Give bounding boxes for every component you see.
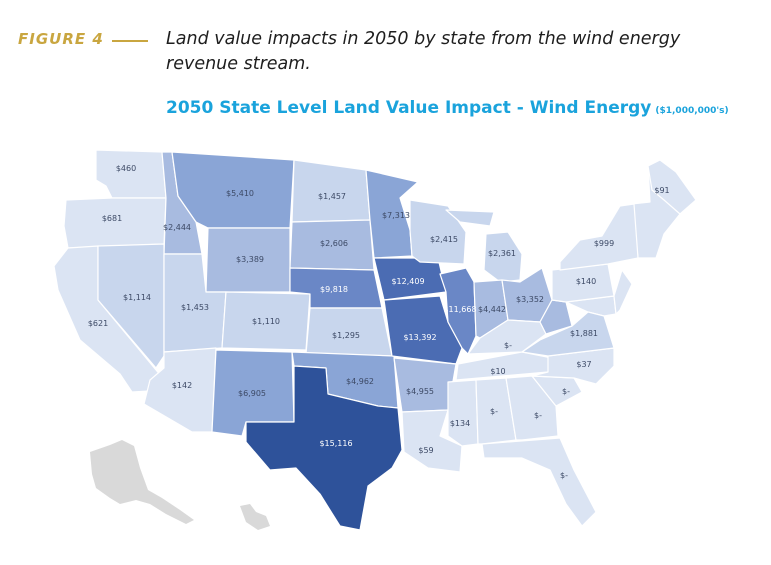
- state-label-IA: $12,409: [391, 277, 424, 286]
- state-NV: [97, 243, 165, 369]
- state-HI: [240, 504, 270, 530]
- state-label-OK: $4,962: [346, 377, 374, 386]
- state-OR: [63, 197, 167, 249]
- state-NC: [531, 347, 615, 385]
- state-LA: [401, 409, 463, 473]
- state-VA: [521, 311, 615, 357]
- state-label-TN: $10: [490, 367, 505, 376]
- state-label-IL: $11,668: [443, 305, 476, 314]
- state-label-CA: $621: [88, 319, 108, 328]
- state-WA: [95, 149, 167, 199]
- state-label-OH: $3,352: [516, 295, 544, 304]
- state-label-LA: $59: [418, 446, 433, 455]
- state-label-OR: $681: [102, 214, 122, 223]
- state-label-PA: $140: [576, 277, 596, 286]
- state-WV: [539, 299, 573, 335]
- state-label-ID: $2,444: [163, 223, 191, 232]
- state-label-MI: $2,361: [488, 249, 516, 258]
- state-label-SC: $-: [562, 387, 570, 396]
- us-state-map: $460 $681 $621 $2,444 $1,114 $5,410 $3,389 $1,4…: [53, 149, 697, 531]
- state-label-UT: $1,453: [181, 303, 209, 312]
- state-label-IN: $4,442: [478, 305, 506, 314]
- state-nj: [613, 269, 633, 315]
- state-label-FL: $-: [560, 471, 568, 480]
- state-label-MS: $134: [450, 419, 470, 428]
- state-label-AZ: $142: [172, 381, 192, 390]
- state-label-WA: $460: [116, 164, 136, 173]
- map-title: 2050 State Level Land Value Impact - Win…: [166, 98, 729, 118]
- state-AR: [393, 357, 457, 413]
- state-MI: [445, 209, 523, 283]
- state-label-GA: $-: [534, 411, 542, 420]
- state-label-KY: $-: [504, 341, 512, 350]
- state-label-NM: $6,905: [238, 389, 266, 398]
- figure-caption: Land value impacts in 2050 by state from…: [166, 29, 681, 74]
- state-label-ME: $91: [654, 186, 669, 195]
- figure-label: FIGURE 4: [18, 30, 104, 48]
- state-MS: [447, 379, 479, 447]
- state-label-MT: $5,410: [226, 189, 254, 198]
- state-label-NY: $999: [594, 239, 614, 248]
- state-TX: [245, 365, 403, 531]
- map-title-text: 2050 State Level Land Value Impact - Win…: [166, 98, 652, 118]
- state-WI: [409, 199, 467, 265]
- state-AL: [475, 377, 517, 445]
- state-label-ND: $1,457: [318, 192, 346, 201]
- state-label-AL: $-: [490, 407, 498, 416]
- state-label-WI: $2,415: [430, 235, 458, 244]
- state-label-SD: $2,606: [320, 239, 348, 248]
- figure-label-rule: [112, 40, 148, 42]
- map-units: ($1,000,000's): [655, 106, 729, 116]
- state-ND: [291, 159, 371, 223]
- state-label-NC: $37: [576, 360, 591, 369]
- state-NY: [559, 203, 639, 271]
- state-label-CO: $1,110: [252, 317, 280, 326]
- state-FL: [481, 437, 597, 527]
- state-label-NV: $1,114: [123, 293, 151, 302]
- state-label-MO: $13,392: [403, 333, 436, 342]
- state-label-AR: $4,955: [406, 387, 434, 396]
- state-label-MN: $7,313: [382, 211, 410, 220]
- state-label-VA: $1,881: [570, 329, 598, 338]
- state-label-KS: $1,295: [332, 331, 360, 340]
- state-label-NE: $9,818: [320, 285, 348, 294]
- state-ME: [647, 159, 697, 215]
- state-label-TX: $15,116: [319, 439, 352, 448]
- state-AK: [90, 440, 194, 524]
- state-label-WY: $3,389: [236, 255, 264, 264]
